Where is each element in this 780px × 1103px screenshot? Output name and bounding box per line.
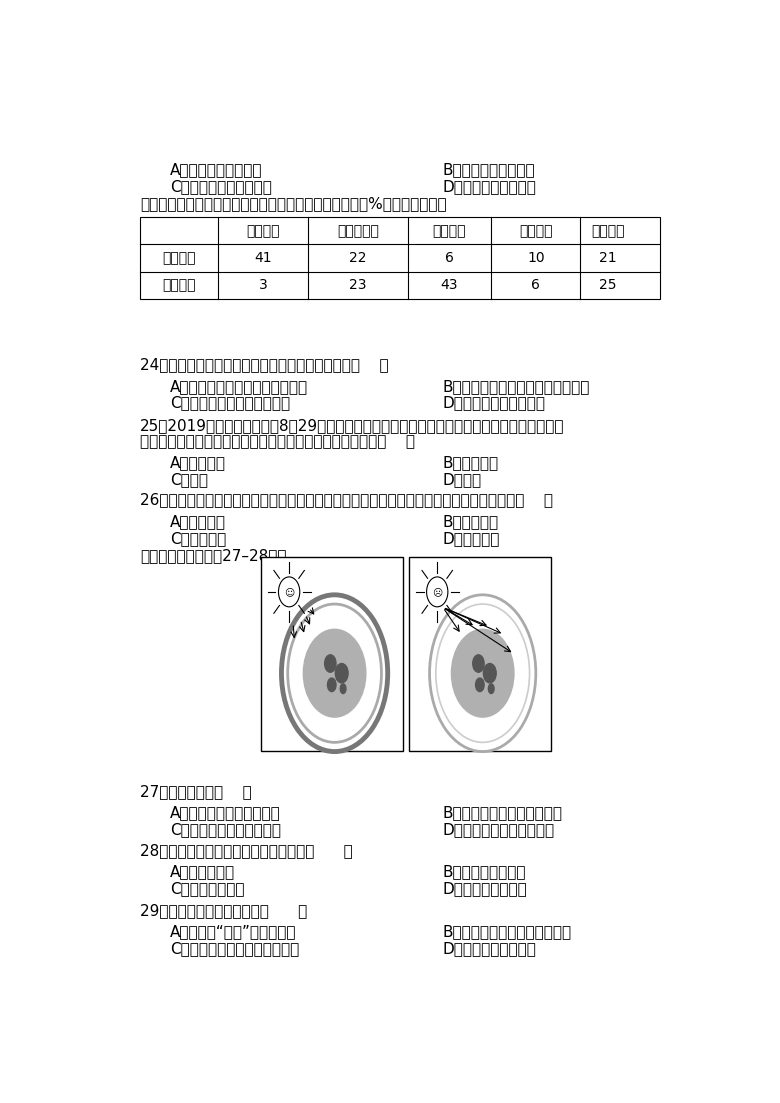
Text: A．消费市场: A．消费市场 (170, 456, 226, 470)
Text: D．政策: D．政策 (442, 472, 481, 488)
Text: 3: 3 (259, 278, 268, 292)
Text: B．电力工业的发展: B．电力工业的发展 (442, 865, 526, 879)
Text: C．公路运输: C．公路运输 (170, 531, 226, 546)
Ellipse shape (473, 655, 484, 672)
Text: 的人工智能发展高地。人工智能产业发展的主导区位因素是（    ）: 的人工智能发展高地。人工智能产业发展的主导区位因素是（ ） (140, 433, 415, 449)
Text: 甲类工业: 甲类工业 (162, 251, 196, 265)
Text: B．管道运输: B．管道运输 (442, 514, 498, 528)
Ellipse shape (328, 678, 336, 692)
Text: D．铜仁人出差去成都: D．铜仁人出差去成都 (442, 941, 536, 956)
Text: D．内河航运: D．内河航运 (442, 531, 499, 546)
Text: C．原料: C．原料 (170, 472, 208, 488)
Text: 21: 21 (599, 251, 617, 265)
Text: 28．臭氧层正在不断变薄的人为原因是（      ）: 28．臭氧层正在不断变薄的人为原因是（ ） (140, 843, 353, 858)
Text: D．制冷工业的发展: D．制冷工业的发展 (442, 881, 526, 897)
Text: 43: 43 (441, 278, 458, 292)
Text: 运输成本: 运输成本 (519, 224, 552, 238)
Text: 22: 22 (349, 251, 367, 265)
Text: B．铜仁学生赴澳大利亚上大学: B．铜仁学生赴澳大利亚上大学 (442, 924, 571, 939)
Text: D．满足消费者的需求: D．满足消费者的需求 (442, 179, 536, 194)
Text: 23: 23 (349, 278, 367, 292)
Text: 41: 41 (254, 251, 272, 265)
Circle shape (278, 577, 300, 607)
Text: 乙类工业: 乙类工业 (162, 278, 196, 292)
Text: 技术成本: 技术成本 (433, 224, 466, 238)
Text: A．有色金属冶炼工业、食品工业: A．有色金属冶炼工业、食品工业 (170, 378, 308, 394)
Text: 6: 6 (531, 278, 541, 292)
Text: C．人类活动破坏了平流层: C．人类活动破坏了平流层 (170, 822, 281, 837)
Text: C．降低企业的生产成本: C．降低企业的生产成本 (170, 179, 272, 194)
Text: ☺: ☺ (284, 587, 294, 597)
Text: D．棉羺织工业、制鞋厂: D．棉羺织工业、制鞋厂 (442, 396, 545, 410)
Text: 24．下列工业部门，与甲、乙两类工业最吻合的是（    ）: 24．下列工业部门，与甲、乙两类工业最吻合的是（ ） (140, 357, 388, 373)
Text: 劳动力成本: 劳动力成本 (337, 224, 378, 238)
Text: B．普通服装工业、水果羐头加工业: B．普通服装工业、水果羐头加工业 (442, 378, 590, 394)
Text: 原料成本: 原料成本 (246, 224, 280, 238)
Circle shape (427, 577, 448, 607)
Text: 读甲、乙两类工业万元产値主要成本比重比较表（单位：%），完成下题。: 读甲、乙两类工业万元产値主要成本比重比较表（单位：%），完成下题。 (140, 196, 446, 211)
Circle shape (452, 630, 514, 717)
Text: A．人类活动破坏了臭氧层: A．人类活动破坏了臭氧层 (170, 805, 281, 820)
Text: B．降低环境污染程度: B．降低环境污染程度 (442, 162, 535, 178)
Text: C．乡村农民利用农闲进城打工: C．乡村农民利用农闲进城打工 (170, 941, 300, 956)
Ellipse shape (340, 684, 346, 694)
Text: C．太阳能的利用: C．太阳能的利用 (170, 881, 245, 897)
Text: A．航空运输: A．航空运输 (170, 514, 226, 528)
Text: C．制糖工业、精密付表工业: C．制糖工业、精密付表工业 (170, 396, 290, 410)
Text: D．人类活动破坏了对流层: D．人类活动破坏了对流层 (442, 822, 554, 837)
Text: 26．网购已成为一种商业形态，春节期间上海的小张从昆明网购一批鲜花，最佳运输方式是（    ）: 26．网购已成为一种商业形态，春节期间上海的小张从昆明网购一批鲜花，最佳运输方式… (140, 492, 553, 507)
Ellipse shape (335, 664, 348, 683)
Text: 其他成本: 其他成本 (591, 224, 625, 238)
Circle shape (303, 630, 366, 717)
Text: 阅读下列漫画，完成27–28题。: 阅读下列漫画，完成27–28题。 (140, 548, 286, 563)
Ellipse shape (484, 664, 496, 683)
Bar (140, 217, 660, 299)
Bar (261, 557, 402, 751)
Text: A．铜仁人“五一”去新疆旅游: A．铜仁人“五一”去新疆旅游 (170, 924, 296, 939)
Bar (409, 557, 551, 751)
Text: 25．2019世界人工智能大会8月29日在上海开幕，作为主会场所在地的浦东将打造上海乃至全国: 25．2019世界人工智能大会8月29日在上海开幕，作为主会场所在地的浦东将打造… (140, 418, 564, 433)
Text: 25: 25 (599, 278, 617, 292)
Text: 27．漫画说明了（    ）: 27．漫画说明了（ ） (140, 784, 252, 799)
Ellipse shape (324, 655, 336, 672)
Ellipse shape (488, 684, 494, 694)
Text: ☹: ☹ (432, 587, 442, 597)
Ellipse shape (476, 678, 484, 692)
Text: A．煌炭的使用: A．煌炭的使用 (170, 865, 235, 879)
Text: 10: 10 (527, 251, 544, 265)
Text: 29．下列属于人口迁移的是（      ）: 29．下列属于人口迁移的是（ ） (140, 902, 307, 918)
Text: A．提高企业的知名度: A．提高企业的知名度 (170, 162, 263, 178)
Text: 6: 6 (445, 251, 454, 265)
Text: B．科学技术: B．科学技术 (442, 456, 498, 470)
Text: B．人类活动破坏了高层大气: B．人类活动破坏了高层大气 (442, 805, 562, 820)
